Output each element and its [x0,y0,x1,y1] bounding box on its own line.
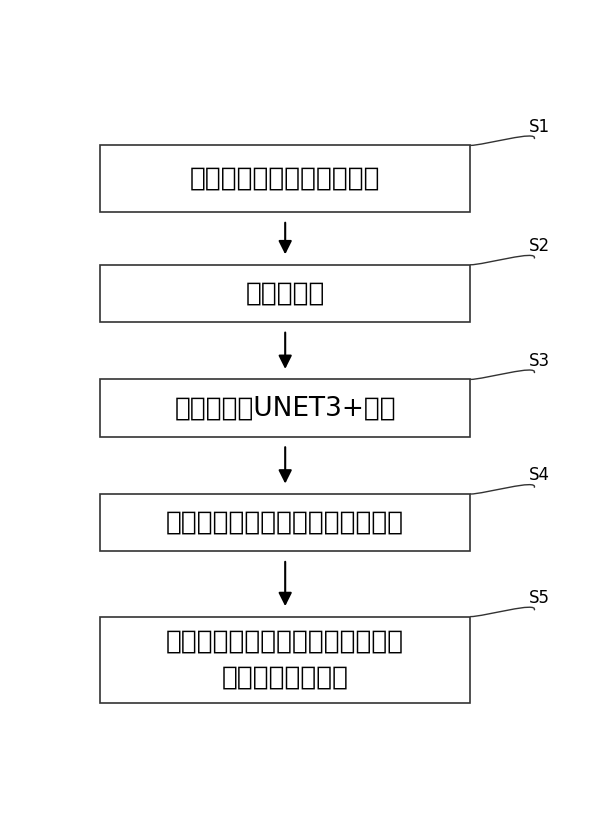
Bar [100,380,470,437]
Bar [100,494,470,552]
Bar [100,265,470,323]
Text: 构建改进的全连接条件随机场模型: 构建改进的全连接条件随机场模型 [166,509,405,536]
Bar [100,617,470,703]
Text: S1: S1 [528,118,550,136]
Bar [100,146,470,213]
Text: S2: S2 [528,237,550,256]
Text: 评估改进的全连接条件随机场模型
的输出的分割效果: 评估改进的全连接条件随机场模型 的输出的分割效果 [166,629,405,691]
Text: 数据预处理: 数据预处理 [245,280,325,307]
Text: 收集历史震后相关图像数据: 收集历史震后相关图像数据 [190,166,381,192]
Text: S4: S4 [528,466,550,485]
Text: 构建改进的UNET3+模型: 构建改进的UNET3+模型 [174,395,396,421]
Text: S5: S5 [528,589,550,607]
Text: S3: S3 [528,351,550,370]
